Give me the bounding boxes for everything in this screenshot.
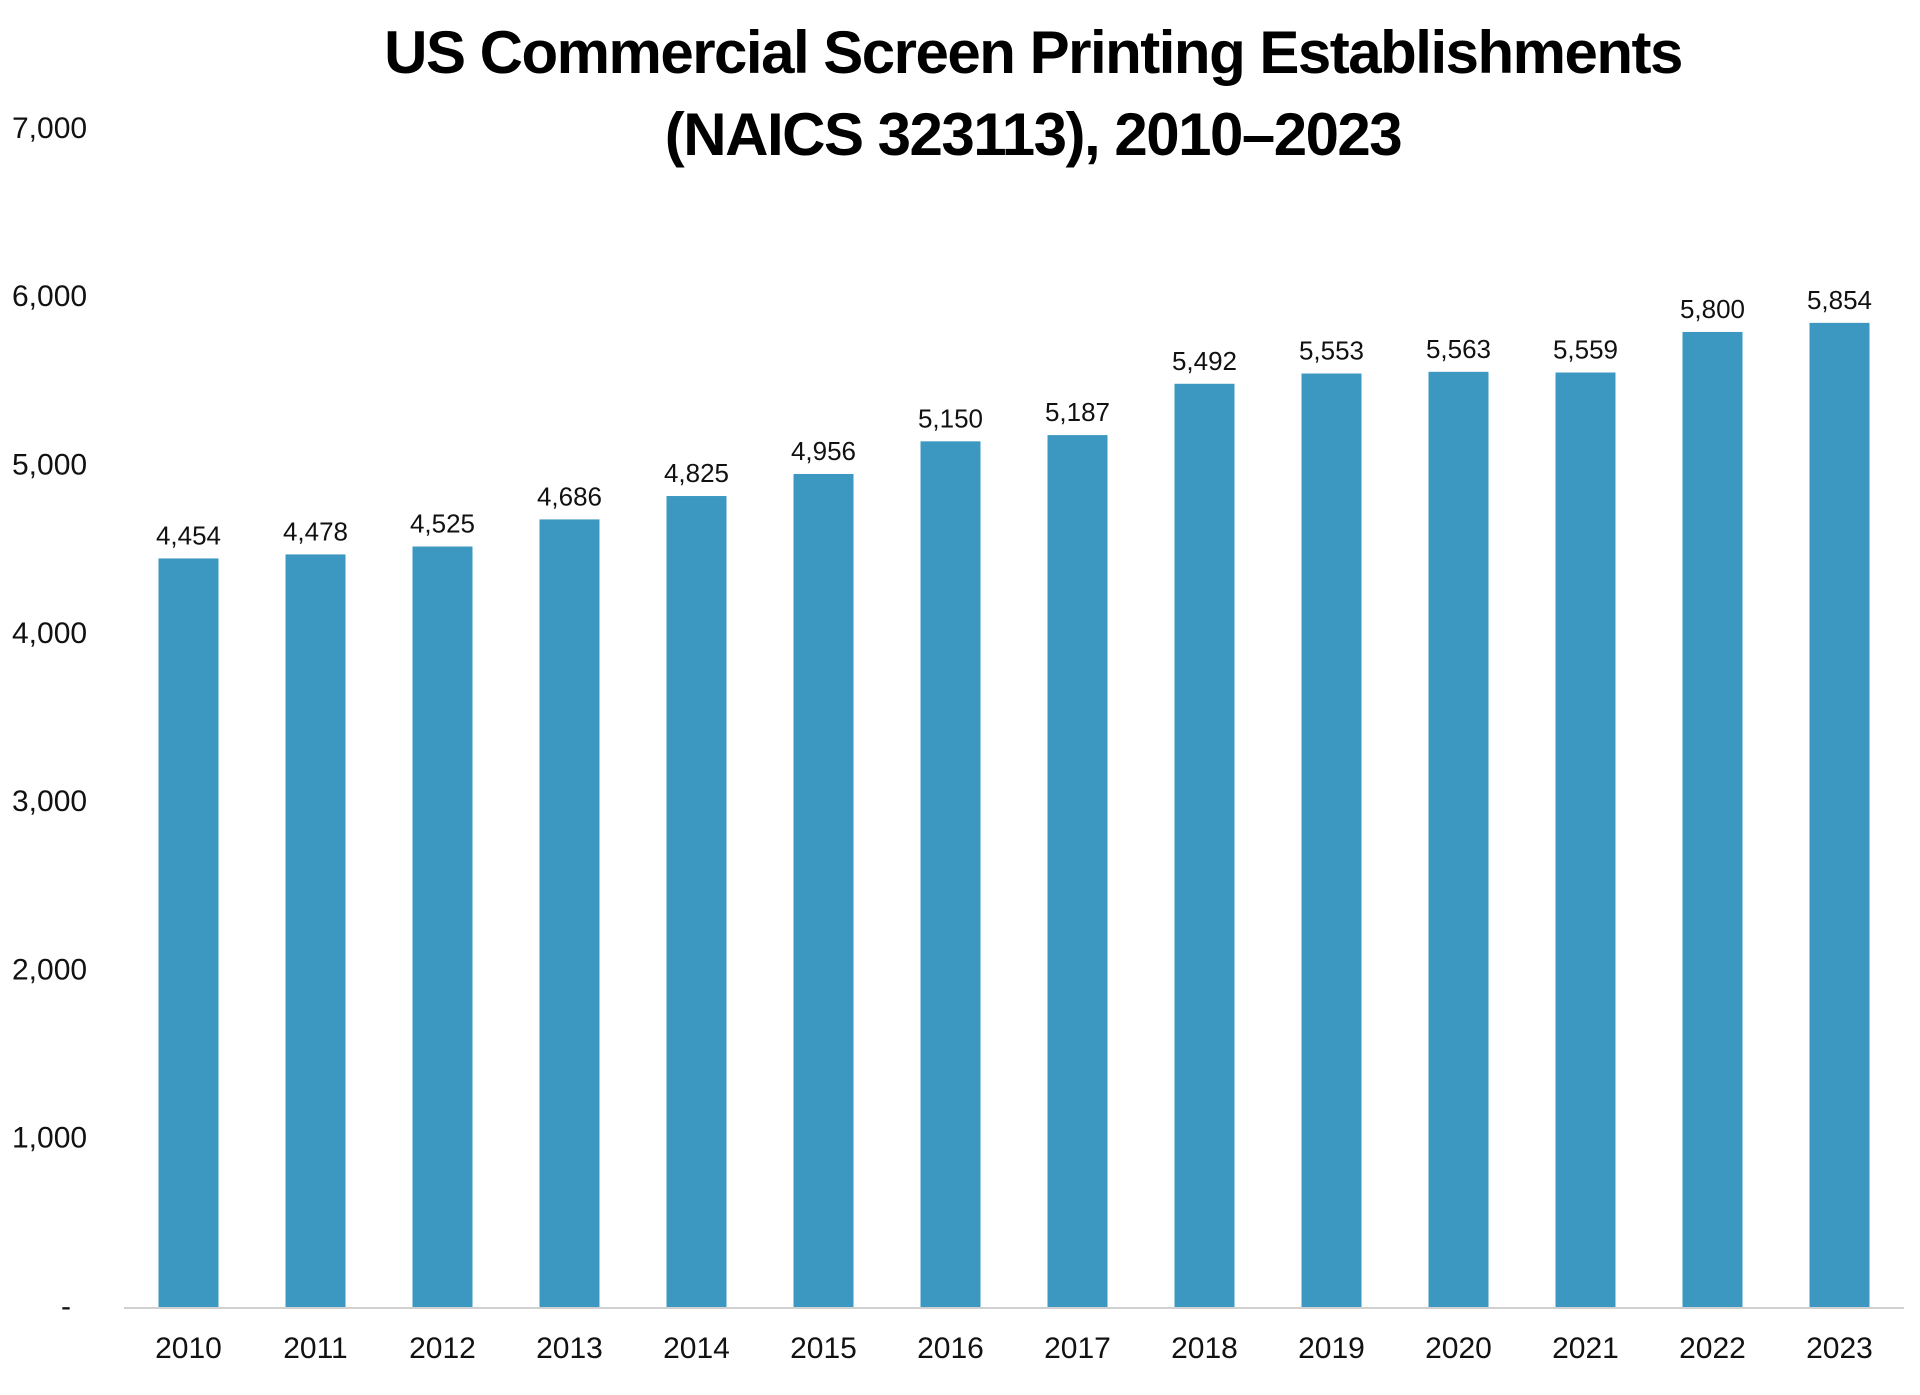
y-tick-label: 1,000	[12, 1122, 87, 1155]
data-label: 4,686	[537, 481, 602, 511]
x-tick-label: 2014	[663, 1332, 730, 1365]
y-tick-label: 3,000	[12, 785, 87, 818]
data-label: 5,800	[1680, 294, 1745, 324]
bar	[793, 473, 854, 1308]
x-tick-label: 2016	[917, 1332, 984, 1365]
data-label: 4,478	[283, 516, 348, 546]
data-label: 4,825	[664, 458, 729, 488]
y-tick-label: 6,000	[12, 280, 87, 313]
x-tick-label: 2022	[1679, 1332, 1746, 1365]
bar	[1682, 331, 1743, 1308]
x-tick-label: 2023	[1806, 1332, 1873, 1365]
x-tick-label: 2018	[1171, 1332, 1238, 1365]
x-tick-label: 2011	[283, 1332, 348, 1365]
data-label: 5,563	[1426, 334, 1491, 364]
data-labels: 4,454 4,478 4,525 4,686 4,825 4,956 5,150 5,187…	[156, 285, 1872, 551]
data-label: 4,525	[410, 509, 475, 539]
bar	[412, 546, 473, 1308]
chart-title: US Commercial Screen Printing Establishm…	[0, 12, 1920, 176]
x-tick-label: 2017	[1044, 1332, 1111, 1365]
data-label: 5,553	[1299, 336, 1364, 366]
data-label: 5,854	[1807, 285, 1872, 315]
y-tick-label: 4,000	[12, 617, 87, 650]
data-label: 5,187	[1045, 397, 1110, 427]
x-tick-label: 2013	[536, 1332, 603, 1365]
bar	[158, 558, 219, 1308]
data-label: 5,559	[1553, 334, 1618, 364]
x-tick-label: 2020	[1425, 1332, 1492, 1365]
y-axis-labels: - 1,000 2,000 3,000 4,000 5,000 6,000 7,000	[12, 112, 87, 1323]
bar	[285, 554, 346, 1308]
y-tick-label: -	[61, 1290, 71, 1323]
x-tick-label: 2019	[1298, 1332, 1365, 1365]
y-tick-label: 5,000	[12, 448, 87, 481]
bar	[1809, 322, 1870, 1308]
chart-title-line-1: US Commercial Screen Printing Establishm…	[384, 19, 1683, 86]
bar	[1555, 372, 1616, 1308]
bar	[539, 519, 600, 1308]
bar	[920, 441, 981, 1308]
data-label: 5,492	[1172, 346, 1237, 376]
bar	[666, 496, 727, 1308]
data-label: 5,150	[918, 403, 983, 433]
chart-title-line-2: (NAICS 323113), 2010–2023	[664, 101, 1403, 168]
x-tick-label: 2010	[155, 1332, 222, 1365]
x-tick-label: 2015	[790, 1332, 857, 1365]
bar	[1047, 435, 1108, 1308]
bar	[1428, 371, 1489, 1309]
x-tick-label: 2021	[1552, 1332, 1619, 1365]
bar	[1301, 373, 1362, 1309]
x-tick-label: 2012	[409, 1332, 476, 1365]
x-axis-labels: 2010 2011 2012 2013 2014 2015 2016 2017 2018 2019…	[155, 1332, 1873, 1365]
y-tick-label: 7,000	[12, 112, 87, 145]
data-label: 4,956	[791, 436, 856, 466]
data-label: 4,454	[156, 520, 221, 550]
bar	[1174, 383, 1235, 1308]
bars	[158, 322, 1870, 1309]
y-tick-label: 2,000	[12, 953, 87, 986]
